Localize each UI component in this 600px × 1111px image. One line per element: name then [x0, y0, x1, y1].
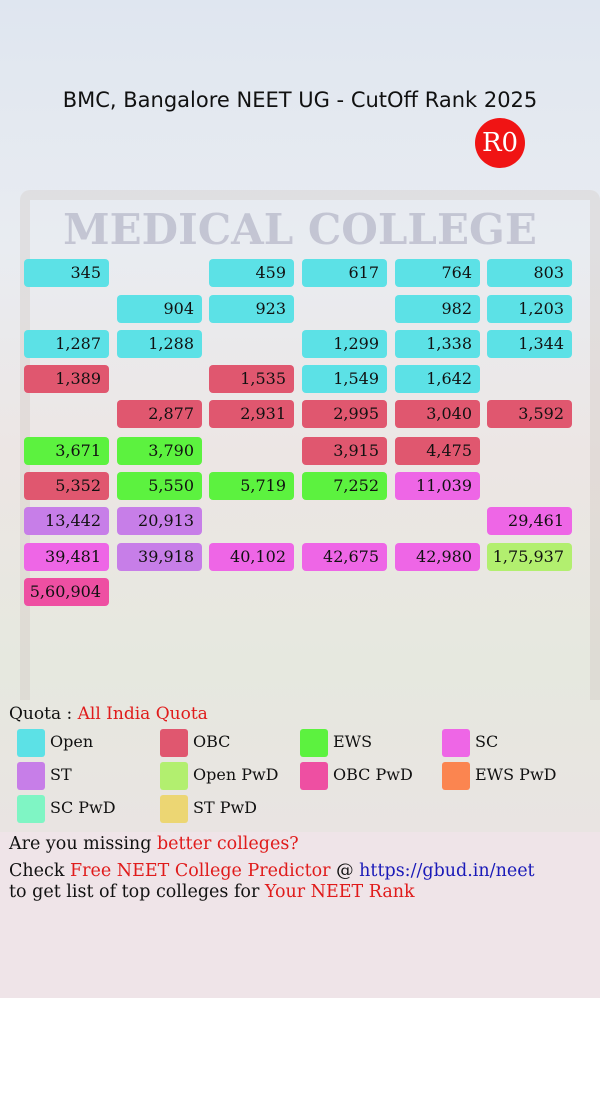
background-label: MEDICAL COLLEGE	[63, 205, 537, 254]
title: BMC, Bangalore NEET UG - CutOff Rank 202…	[62, 88, 538, 112]
footer-text: https://gbud.in/neet	[359, 861, 535, 881]
rank-cell: 5,550	[117, 472, 202, 500]
legend-swatch	[160, 762, 188, 790]
legend-label: ST	[50, 765, 72, 784]
legend-swatch	[300, 729, 328, 757]
legend-label: SC PwD	[50, 798, 116, 817]
rank-cell: 982	[395, 295, 480, 323]
rank-cell: 29,461	[487, 507, 572, 535]
rank-cell: 5,60,904	[24, 578, 109, 606]
footer-text: @	[330, 861, 360, 881]
round-badge: R0	[475, 118, 525, 168]
quota-value: All India Quota	[77, 704, 208, 724]
rank-cell: 345	[24, 259, 109, 287]
legend-label: ST PwD	[193, 798, 258, 817]
rank-cell: 764	[395, 259, 480, 287]
rank-cell: 3,915	[302, 437, 387, 465]
rank-cell: 3,790	[117, 437, 202, 465]
rank-cell: 5,352	[24, 472, 109, 500]
legend-swatch	[300, 762, 328, 790]
rank-cell: 11,039	[395, 472, 480, 500]
legend-swatch	[442, 762, 470, 790]
rank-cell: 2,995	[302, 400, 387, 428]
footer-text: Check	[9, 861, 70, 881]
rank-cell: 1,338	[395, 330, 480, 358]
legend-label: SC	[475, 732, 499, 751]
footer-text: to get list of top colleges for	[9, 882, 265, 902]
legend-swatch	[160, 729, 188, 757]
rank-cell: 42,980	[395, 543, 480, 571]
legend-swatch	[17, 795, 45, 823]
rank-cell: 3,592	[487, 400, 572, 428]
rank-cell: 904	[117, 295, 202, 323]
rank-cell: 803	[487, 259, 572, 287]
rank-cell: 20,913	[117, 507, 202, 535]
rank-cell: 1,344	[487, 330, 572, 358]
footer-text: Are you missing	[9, 834, 157, 854]
rank-cell: 617	[302, 259, 387, 287]
rank-cell: 3,671	[24, 437, 109, 465]
legend-label: OBC PwD	[333, 765, 413, 784]
rank-cell: 3,040	[395, 400, 480, 428]
footer-text: Free NEET College Predictor	[70, 861, 331, 881]
rank-cell: 13,442	[24, 507, 109, 535]
footer-line: to get list of top colleges for Your NEE…	[9, 882, 415, 902]
quota-label: Quota :	[9, 704, 73, 724]
legend-label: Open	[50, 732, 94, 751]
rank-cell: 1,288	[117, 330, 202, 358]
legend-label: OBC	[193, 732, 231, 751]
rank-cell: 1,389	[24, 365, 109, 393]
legend-swatch	[160, 795, 188, 823]
rank-cell: 1,549	[302, 365, 387, 393]
legend-swatch	[442, 729, 470, 757]
rank-cell: 2,931	[209, 400, 294, 428]
footer-line: Are you missing better colleges?	[9, 834, 299, 854]
footer-text: Your NEET Rank	[264, 882, 415, 902]
rank-cell: 7,252	[302, 472, 387, 500]
rank-cell: 1,287	[24, 330, 109, 358]
rank-cell: 1,75,937	[487, 543, 572, 571]
footer-panel	[0, 832, 600, 998]
rank-cell: 4,475	[395, 437, 480, 465]
rank-cell: 1,535	[209, 365, 294, 393]
legend-label: EWS PwD	[475, 765, 557, 784]
legend-label: Open PwD	[193, 765, 279, 784]
rank-cell: 39,918	[117, 543, 202, 571]
rank-cell: 39,481	[24, 543, 109, 571]
rank-cell: 2,877	[117, 400, 202, 428]
rank-cell: 5,719	[209, 472, 294, 500]
rank-cell: 459	[209, 259, 294, 287]
legend-swatch	[17, 762, 45, 790]
rank-cell: 40,102	[209, 543, 294, 571]
footer-line: Check Free NEET College Predictor @ http…	[9, 861, 535, 881]
legend-swatch	[17, 729, 45, 757]
quota: Quota : All India Quota	[9, 704, 208, 724]
rank-cell: 1,642	[395, 365, 480, 393]
rank-cell: 1,203	[487, 295, 572, 323]
rank-cell: 42,675	[302, 543, 387, 571]
legend-label: EWS	[333, 732, 373, 751]
rank-cell: 923	[209, 295, 294, 323]
footer-text: better colleges?	[156, 834, 299, 854]
rank-cell: 1,299	[302, 330, 387, 358]
